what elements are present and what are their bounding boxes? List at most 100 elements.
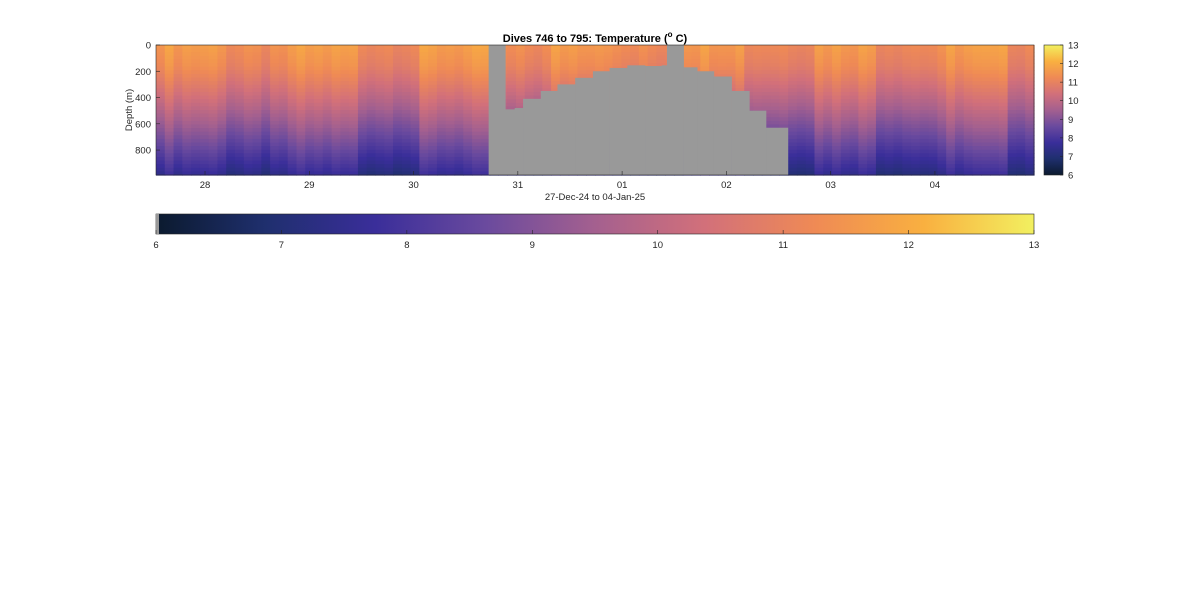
heatmap-cell (840, 77, 851, 82)
heatmap-cell (235, 48, 245, 53)
heatmap-cell (911, 120, 921, 126)
heatmap-cell (472, 120, 482, 126)
heatmap-cell (252, 135, 262, 140)
heatmap-cell (577, 73, 587, 79)
heatmap-cell (990, 63, 1000, 68)
heatmap-cell (735, 77, 745, 82)
heatmap-cell (954, 45, 965, 50)
heatmap-cell (243, 48, 254, 53)
heatmap-cell (928, 171, 939, 176)
heatmap-cell (761, 95, 772, 100)
heatmap-cell (375, 48, 385, 53)
heatmap-cell (428, 45, 438, 50)
heatmap-cell (507, 63, 517, 68)
heatmap-cell (832, 124, 842, 129)
heatmap-cell (164, 88, 175, 93)
heatmap-cell (296, 88, 306, 93)
heatmap-cell (445, 84, 456, 89)
heatmap-cell (849, 146, 859, 151)
heatmap-cell (208, 88, 219, 93)
heatmap-cell (410, 73, 420, 79)
heatmap-cell (875, 110, 886, 115)
heatmap-cell (357, 128, 368, 133)
heatmap-cell (419, 131, 429, 136)
heatmap-cell (252, 48, 262, 53)
heatmap-cell (208, 102, 219, 107)
heatmap-cell (164, 160, 175, 165)
heatmap-cell (454, 88, 464, 93)
heatmap-cell (867, 66, 877, 71)
heatmap-cell (911, 91, 921, 97)
heatmap-cell (998, 77, 1009, 82)
heatmap-cell (287, 167, 298, 172)
heatmap-cell (1016, 167, 1026, 172)
heatmap-cell (472, 84, 482, 89)
heatmap-cell (919, 59, 930, 64)
heatmap-cell (656, 63, 666, 68)
heatmap-cell (928, 102, 939, 107)
heatmap-cell (998, 120, 1009, 126)
heatmap-cell (401, 77, 412, 82)
heatmap-cell (226, 135, 236, 140)
heatmap-cell (261, 138, 271, 144)
heatmap-cell (410, 120, 420, 126)
heatmap-cell (164, 124, 175, 129)
heatmap-cell (480, 138, 491, 144)
heatmap-cell (217, 99, 227, 104)
heatmap-cell (357, 55, 368, 61)
heatmap-cell (472, 66, 482, 71)
heatmap-cell (270, 48, 280, 53)
heatmap-cell (946, 138, 956, 144)
heatmap-cell (981, 113, 991, 118)
heatmap-cell (270, 131, 280, 136)
heatmap-cell (314, 102, 324, 107)
heatmap-cell (410, 106, 420, 111)
heatmap-cell (419, 160, 429, 165)
heatmap-cell (472, 153, 482, 158)
heatmap-cell (199, 55, 210, 61)
heatmap-cell (875, 106, 886, 111)
heatmap-cell (761, 70, 772, 75)
heatmap-cell (287, 131, 298, 136)
heatmap-cell (832, 45, 842, 50)
heatmap-cell (199, 167, 210, 172)
heatmap-cell (164, 66, 175, 71)
heatmap-cell (243, 102, 254, 107)
heatmap-cell (998, 135, 1009, 140)
heatmap-cell (954, 110, 965, 115)
heatmap-cell (428, 66, 438, 71)
heatmap-cell (1016, 124, 1026, 129)
heatmap-cell (401, 59, 412, 64)
heatmap-cell (761, 48, 772, 53)
heatmap-cell (428, 81, 438, 86)
heatmap-cell (647, 55, 658, 61)
heatmap-cell (384, 128, 394, 133)
heatmap-cell (981, 48, 991, 53)
heatmap-cell (884, 95, 895, 100)
heatmap-cell (375, 110, 385, 115)
heatmap-cell (963, 66, 974, 71)
heatmap-cell (788, 164, 798, 169)
heatmap-cell (954, 171, 965, 176)
heatmap-cell (384, 153, 394, 158)
heatmap-cell (840, 59, 851, 64)
heatmap-cell (972, 131, 982, 136)
heatmap-cell (261, 52, 271, 57)
heatmap-cell (568, 52, 579, 57)
heatmap-cell (647, 52, 658, 57)
heatmap-cell (410, 63, 420, 68)
heatmap-cell (472, 124, 482, 129)
heatmap-cell (858, 164, 868, 169)
heatmap-cell (893, 164, 903, 169)
heatmap-cell (208, 164, 219, 169)
heatmap-cell (463, 120, 473, 126)
heatmap-cell (182, 88, 192, 93)
heatmap-cell (1007, 95, 1018, 100)
heatmap-cell (875, 131, 886, 136)
heatmap-cell (823, 167, 833, 172)
heatmap-cell (849, 167, 859, 172)
heatmap-cell (823, 135, 833, 140)
heatmap-cell (278, 160, 289, 165)
heatmap-cell (278, 128, 289, 133)
heatmap-cell (428, 117, 438, 122)
